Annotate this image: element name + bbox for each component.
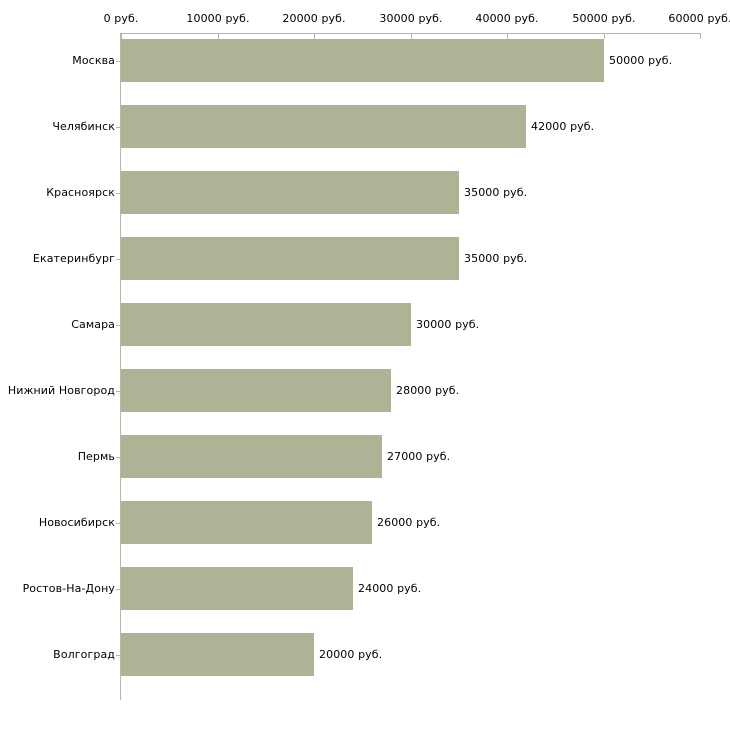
bar[interactable]	[121, 237, 459, 280]
x-axis-tick-label: 0 руб.	[103, 12, 139, 25]
x-axis-tick-label: 50000 руб.	[572, 12, 636, 25]
x-axis-tick-label: 20000 руб.	[282, 12, 346, 25]
category-label: Челябинск	[52, 120, 115, 133]
y-axis-tick	[116, 61, 120, 62]
x-axis-tick	[314, 33, 315, 39]
bar[interactable]	[121, 303, 411, 346]
y-axis-tick	[116, 655, 120, 656]
bar-value-label: 50000 руб.	[609, 54, 673, 67]
category-label: Пермь	[77, 450, 115, 463]
category-label: Екатеринбург	[32, 252, 115, 265]
bar-value-label: 30000 руб.	[416, 318, 480, 331]
y-axis-tick	[116, 457, 120, 458]
x-axis-tick-label: 60000 руб.	[668, 12, 730, 25]
x-axis-tick	[218, 33, 219, 39]
bar-value-label: 35000 руб.	[464, 252, 528, 265]
x-axis-tick-label: 40000 руб.	[475, 12, 539, 25]
bar-value-label: 26000 руб.	[377, 516, 441, 529]
y-axis-tick	[116, 589, 120, 590]
bar[interactable]	[121, 567, 353, 610]
category-label: Красноярск	[46, 186, 115, 199]
x-axis-tick	[604, 33, 605, 39]
category-label: Новосибирск	[38, 516, 115, 529]
category-label: Москва	[72, 54, 115, 67]
bar-value-label: 42000 руб.	[531, 120, 595, 133]
x-axis-tick-label: 10000 руб.	[186, 12, 250, 25]
bar[interactable]	[121, 501, 372, 544]
bar[interactable]	[121, 105, 526, 148]
bar-value-label: 24000 руб.	[358, 582, 422, 595]
bar[interactable]	[121, 435, 382, 478]
x-axis-tick-label: 30000 руб.	[379, 12, 443, 25]
category-label: Нижний Новгород	[7, 384, 115, 397]
y-axis-tick	[116, 325, 120, 326]
x-axis-tick	[121, 33, 122, 39]
bar[interactable]	[121, 39, 604, 82]
x-axis-tick	[507, 33, 508, 39]
x-axis-tick	[700, 33, 701, 39]
bar-value-label: 20000 руб.	[319, 648, 383, 661]
bar[interactable]	[121, 633, 314, 676]
bar[interactable]	[121, 171, 459, 214]
bar-value-label: 28000 руб.	[396, 384, 460, 397]
y-axis-tick	[116, 391, 120, 392]
y-axis-tick	[116, 193, 120, 194]
x-axis-tick	[411, 33, 412, 39]
category-label: Самара	[71, 318, 115, 331]
y-axis-tick	[116, 127, 120, 128]
bar-value-label: 27000 руб.	[387, 450, 451, 463]
y-axis-tick	[116, 523, 120, 524]
y-axis-line	[120, 33, 121, 700]
category-label: Волгоград	[53, 648, 115, 661]
category-label: Ростов-На-Дону	[22, 582, 115, 595]
x-axis-line	[121, 33, 700, 34]
bar[interactable]	[121, 369, 391, 412]
y-axis-tick	[116, 259, 120, 260]
bar-value-label: 35000 руб.	[464, 186, 528, 199]
